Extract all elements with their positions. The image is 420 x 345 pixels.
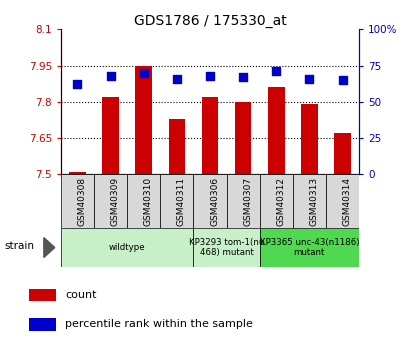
Text: strain: strain [5,240,35,250]
Point [207,73,213,78]
Bar [334,133,351,174]
Bar [301,104,318,174]
Bar [61,228,194,267]
Bar [102,97,119,174]
Bar [127,174,160,228]
Text: KP3365 unc-43(n1186)
mutant: KP3365 unc-43(n1186) mutant [260,238,359,257]
Bar [168,119,185,174]
Bar [268,87,285,174]
Bar [61,174,94,228]
Text: GSM40312: GSM40312 [276,177,285,226]
Text: GSM40306: GSM40306 [210,177,219,226]
Text: GSM40309: GSM40309 [110,177,120,226]
Bar [94,174,127,228]
Point [273,69,280,74]
Bar [260,228,359,267]
Point [240,75,247,80]
Bar [69,172,86,174]
Title: GDS1786 / 175330_at: GDS1786 / 175330_at [134,14,286,28]
Text: GSM40313: GSM40313 [310,177,318,226]
Text: GSM40311: GSM40311 [177,177,186,226]
Bar [29,318,56,331]
Bar [194,228,260,267]
Bar [29,288,56,301]
Bar [293,174,326,228]
FancyArrow shape [44,238,55,257]
Bar [326,174,359,228]
Point [140,70,147,76]
Bar [136,66,152,174]
Bar [194,174,226,228]
Point [339,77,346,83]
Text: count: count [66,289,97,299]
Text: percentile rank within the sample: percentile rank within the sample [66,319,253,329]
Point [74,82,81,87]
Text: GSM40307: GSM40307 [243,177,252,226]
Point [173,76,180,81]
Bar [226,174,260,228]
Point [306,76,313,81]
Bar [202,97,218,174]
Bar [260,174,293,228]
Text: GSM40308: GSM40308 [77,177,87,226]
Text: GSM40314: GSM40314 [343,177,352,226]
Bar [160,174,194,228]
Bar [235,102,252,174]
Point [107,73,114,78]
Text: KP3293 tom-1(nu
468) mutant: KP3293 tom-1(nu 468) mutant [189,238,264,257]
Text: wildtype: wildtype [109,243,145,252]
Text: GSM40310: GSM40310 [144,177,153,226]
